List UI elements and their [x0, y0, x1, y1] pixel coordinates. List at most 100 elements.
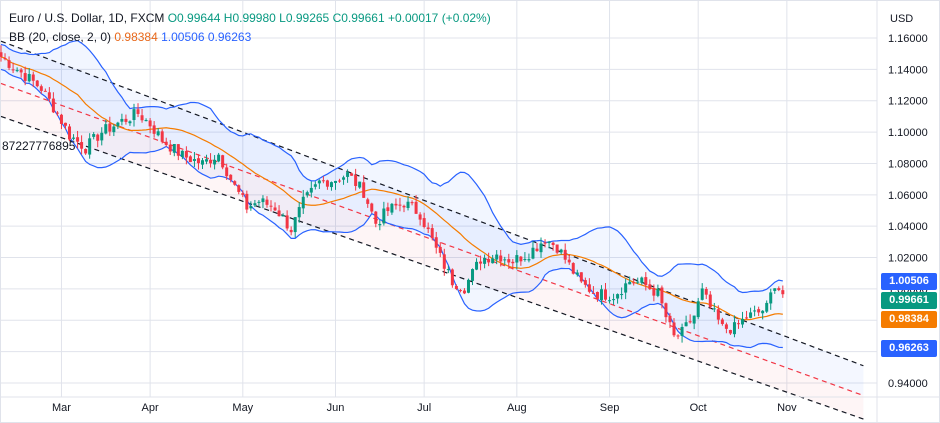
- candle-body[interactable]: [43, 90, 47, 92]
- candle-body[interactable]: [608, 300, 612, 302]
- candle-body[interactable]: [430, 228, 434, 239]
- candle-body[interactable]: [152, 125, 156, 134]
- candle-body[interactable]: [765, 302, 769, 312]
- candle-body[interactable]: [333, 180, 337, 183]
- candle-body[interactable]: [781, 290, 785, 295]
- candle-body[interactable]: [209, 159, 213, 164]
- candle-body[interactable]: [595, 292, 599, 299]
- candle-body[interactable]: [19, 69, 23, 73]
- candle-body[interactable]: [680, 326, 684, 336]
- candle-body[interactable]: [313, 184, 317, 187]
- candle-body[interactable]: [700, 288, 704, 300]
- candle-body[interactable]: [660, 287, 664, 304]
- candle-body[interactable]: [164, 141, 168, 145]
- candle-body[interactable]: [753, 310, 757, 312]
- candle-body[interactable]: [116, 122, 120, 127]
- candle-body[interactable]: [398, 204, 402, 206]
- candle-body[interactable]: [31, 74, 35, 81]
- candle-body[interactable]: [495, 254, 499, 260]
- candle-body[interactable]: [547, 241, 551, 244]
- candle-body[interactable]: [92, 134, 96, 137]
- candle-body[interactable]: [761, 310, 765, 314]
- candle-body[interactable]: [329, 182, 333, 188]
- candle-body[interactable]: [269, 205, 273, 207]
- candle-body[interactable]: [293, 217, 297, 233]
- candle-body[interactable]: [551, 242, 555, 246]
- candle-body[interactable]: [277, 210, 281, 217]
- candle-body[interactable]: [543, 242, 547, 244]
- candle-body[interactable]: [692, 315, 696, 324]
- candle-body[interactable]: [245, 193, 249, 210]
- candle-body[interactable]: [374, 211, 378, 224]
- indicator-name[interactable]: BB (20, close, 2, 0): [9, 30, 112, 44]
- candle-body[interactable]: [27, 74, 31, 82]
- candle-body[interactable]: [309, 187, 313, 193]
- candle-body[interactable]: [523, 259, 527, 261]
- candle-body[interactable]: [176, 144, 180, 156]
- candle-body[interactable]: [479, 261, 483, 264]
- candle-body[interactable]: [285, 215, 289, 229]
- candle-body[interactable]: [132, 109, 136, 121]
- candle-body[interactable]: [321, 180, 325, 182]
- candle-body[interactable]: [358, 181, 362, 188]
- candle-body[interactable]: [39, 86, 43, 91]
- candle-body[interactable]: [640, 277, 644, 283]
- candle-body[interactable]: [370, 203, 374, 212]
- candle-body[interactable]: [108, 123, 112, 132]
- candle-body[interactable]: [84, 148, 88, 154]
- candle-body[interactable]: [35, 80, 39, 87]
- candle-body[interactable]: [475, 261, 479, 270]
- candle-body[interactable]: [624, 283, 628, 293]
- candle-body[interactable]: [571, 263, 575, 274]
- indicator-legend[interactable]: BB (20, close, 2, 0) 0.98384 1.00506 0.9…: [9, 30, 251, 44]
- candle-body[interactable]: [620, 294, 624, 296]
- candle-body[interactable]: [233, 181, 237, 185]
- candle-body[interactable]: [144, 120, 148, 122]
- candle-body[interactable]: [273, 207, 277, 211]
- candle-body[interactable]: [140, 115, 144, 121]
- candle-body[interactable]: [636, 281, 640, 283]
- candle-body[interactable]: [354, 174, 358, 186]
- bollinger-lower-line[interactable]: [0, 68, 783, 349]
- candle-body[interactable]: [535, 248, 539, 251]
- candle-body[interactable]: [519, 256, 523, 262]
- candle-body[interactable]: [362, 182, 366, 198]
- candle-body[interactable]: [201, 160, 204, 165]
- candle-body[interactable]: [406, 201, 410, 209]
- candle-body[interactable]: [591, 292, 595, 294]
- candle-body[interactable]: [325, 180, 329, 187]
- candle-body[interactable]: [454, 286, 458, 289]
- candle-body[interactable]: [124, 118, 128, 122]
- candle-body[interactable]: [76, 137, 80, 142]
- candle-body[interactable]: [583, 280, 587, 285]
- candle-body[interactable]: [221, 155, 225, 168]
- candle-body[interactable]: [599, 289, 603, 301]
- candle-body[interactable]: [450, 269, 454, 286]
- candle-body[interactable]: [672, 322, 676, 336]
- candle-body[interactable]: [446, 269, 450, 271]
- candle-body[interactable]: [120, 118, 124, 122]
- candle-body[interactable]: [213, 159, 217, 165]
- candle-body[interactable]: [394, 203, 398, 206]
- candle-body[interactable]: [648, 284, 652, 290]
- candle-body[interactable]: [128, 121, 132, 124]
- candle-body[interactable]: [414, 201, 418, 214]
- candle-body[interactable]: [507, 259, 511, 263]
- candle-body[interactable]: [366, 199, 370, 204]
- candle-body[interactable]: [281, 215, 285, 217]
- candle-body[interactable]: [184, 151, 188, 158]
- candle-body[interactable]: [728, 329, 732, 334]
- candle-body[interactable]: [539, 243, 543, 253]
- candle-body[interactable]: [112, 126, 116, 133]
- bollinger-upper-line[interactable]: [0, 39, 783, 294]
- candle-body[interactable]: [386, 207, 390, 212]
- candle-body[interactable]: [265, 199, 269, 205]
- candle-body[interactable]: [773, 288, 777, 291]
- candle-body[interactable]: [350, 173, 354, 176]
- candle-body[interactable]: [720, 319, 724, 324]
- candle-body[interactable]: [148, 120, 152, 127]
- candle-body[interactable]: [579, 272, 583, 282]
- candle-body[interactable]: [708, 294, 712, 308]
- candle-body[interactable]: [100, 132, 104, 141]
